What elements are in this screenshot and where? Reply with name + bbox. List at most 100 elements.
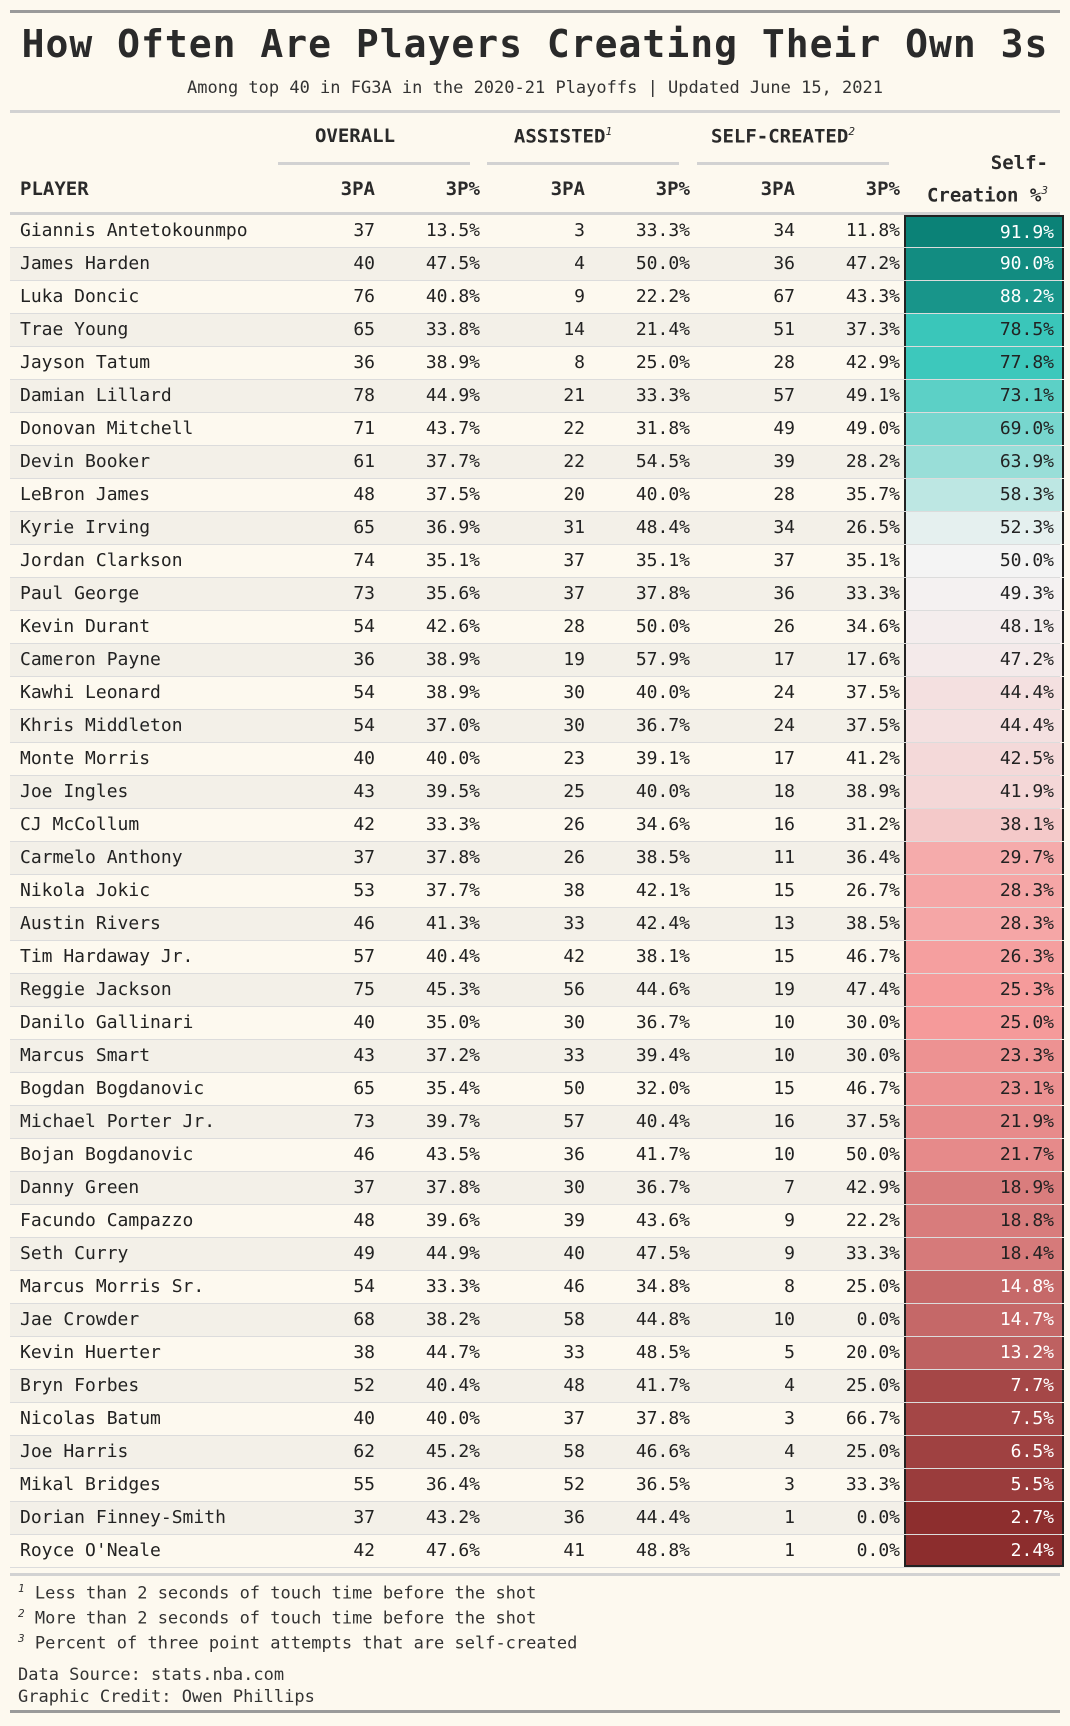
overall-3pa-cell: 42 [353, 1540, 375, 1561]
table-row: Bogdan Bogdanovic 65 35.4% 50 32.0% 15 46.7% 23… [10, 1073, 1064, 1106]
overall-3pct-cell: 40.0% [425, 748, 480, 769]
self-creation-pct-cell: 21.7% [904, 1139, 1064, 1171]
self-created-3pa-cell: 5 [784, 1342, 795, 1363]
overall-3pa-cell: 65 [353, 517, 375, 538]
overall-3pct-cell: 40.0% [425, 1408, 480, 1429]
self-created-3pct-cell: 33.3% [845, 583, 900, 604]
self-created-3pct-cell: 37.3% [845, 319, 900, 340]
assisted-3pa-cell: 19 [563, 649, 585, 670]
assisted-3pct-cell: 40.4% [635, 1111, 690, 1132]
overall-3pct-cell: 38.9% [425, 682, 480, 703]
assisted-3pa-cell: 56 [563, 979, 585, 1000]
assisted-3pa-cell: 26 [563, 847, 585, 868]
overall-3pct-cell: 39.5% [425, 781, 480, 802]
self-created-3pct-cell: 0.0% [856, 1309, 900, 1330]
overall-3pct-cell: 37.5% [425, 484, 480, 505]
self-creation-footnote-mark: 3 [1041, 184, 1048, 197]
self-creation-pct-cell: 42.5% [904, 743, 1064, 775]
assisted-3pa-cell: 20 [563, 484, 585, 505]
assisted-3pa-cell: 22 [563, 451, 585, 472]
assisted-3pct-cell: 50.0% [635, 253, 690, 274]
player-name-cell: Royce O'Neale [20, 1540, 161, 1561]
overall-3pct-cell: 35.4% [425, 1078, 480, 1099]
footnote-2: 2 More than 2 seconds of touch time befo… [18, 1607, 536, 1629]
player-name-cell: Carmelo Anthony [20, 847, 183, 868]
self-created-3pa-cell: 28 [773, 484, 795, 505]
footnote-1-text: Less than 2 seconds of touch time before… [34, 1583, 537, 1604]
assisted-3pct-cell: 37.8% [635, 1408, 690, 1429]
table-row: Bryn Forbes 52 40.4% 48 41.7% 4 25.0% 7.7% [10, 1370, 1064, 1403]
player-name-cell: Monte Morris [20, 748, 151, 769]
table-row: Nicolas Batum 40 40.0% 37 37.8% 3 66.7% 7.5% [10, 1403, 1064, 1436]
self-creation-pct-cell: 18.8% [904, 1205, 1064, 1237]
self-creation-pct-cell: 18.9% [904, 1172, 1064, 1204]
assisted-3pct-cell: 31.8% [635, 418, 690, 439]
group-rule-self-created [697, 162, 889, 165]
self-creation-pct-cell: 14.8% [904, 1271, 1064, 1303]
self-creation-pct-cell: 49.3% [904, 578, 1064, 610]
table-row: Mikal Bridges 55 36.4% 52 36.5% 3 33.3% 5.5% [10, 1469, 1064, 1502]
self-created-3pa-cell: 37 [773, 550, 795, 571]
self-created-3pa-cell: 4 [784, 1441, 795, 1462]
assisted-3pct-cell: 42.4% [635, 913, 690, 934]
self-created-3pct-cell: 25.0% [845, 1375, 900, 1396]
self-created-3pct-cell: 0.0% [856, 1540, 900, 1561]
assisted-3pa-cell: 48 [563, 1375, 585, 1396]
player-name-cell: Austin Rivers [20, 913, 161, 934]
self-creation-pct-cell: 29.7% [904, 842, 1064, 874]
overall-3pa-cell: 71 [353, 418, 375, 439]
assisted-3pa-cell: 33 [563, 1342, 585, 1363]
overall-3pct-cell: 41.3% [425, 913, 480, 934]
assisted-3pct-cell: 39.1% [635, 748, 690, 769]
overall-3pct-cell: 47.6% [425, 1540, 480, 1561]
self-created-3pct-cell: 38.5% [845, 913, 900, 934]
table-row: Marcus Smart 43 37.2% 33 39.4% 10 30.0% 23.3% [10, 1040, 1064, 1073]
col-header-assisted-3pct: 3P% [655, 178, 690, 200]
player-name-cell: Marcus Morris Sr. [20, 1276, 205, 1297]
assisted-3pa-cell: 9 [574, 286, 585, 307]
self-created-3pa-cell: 15 [773, 946, 795, 967]
assisted-3pa-cell: 14 [563, 319, 585, 340]
assisted-3pct-cell: 47.5% [635, 1243, 690, 1264]
table-row: Trae Young 65 33.8% 14 21.4% 51 37.3% 78.5% [10, 314, 1064, 347]
assisted-3pa-cell: 46 [563, 1276, 585, 1297]
player-name-cell: Donovan Mitchell [20, 418, 194, 439]
player-name-cell: Mikal Bridges [20, 1474, 161, 1495]
player-name-cell: Kevin Huerter [20, 1342, 161, 1363]
table-row: Khris Middleton 54 37.0% 30 36.7% 24 37.5% 44.4… [10, 710, 1064, 743]
table-row: Kevin Huerter 38 44.7% 33 48.5% 5 20.0% 13.2% [10, 1337, 1064, 1370]
self-created-3pa-cell: 13 [773, 913, 795, 934]
assisted-3pct-cell: 46.6% [635, 1441, 690, 1462]
overall-3pct-cell: 43.2% [425, 1507, 480, 1528]
self-created-3pa-cell: 16 [773, 814, 795, 835]
self-created-3pa-cell: 28 [773, 352, 795, 373]
table-row: Seth Curry 49 44.9% 40 47.5% 9 33.3% 18.4% [10, 1238, 1064, 1271]
self-creation-pct-cell: 25.3% [904, 974, 1064, 1006]
graphic-credit: Graphic Credit: Owen Phillips [18, 1687, 315, 1707]
overall-3pa-cell: 54 [353, 682, 375, 703]
assisted-3pct-cell: 57.9% [635, 649, 690, 670]
self-created-3pct-cell: 42.9% [845, 1177, 900, 1198]
overall-3pct-cell: 43.5% [425, 1144, 480, 1165]
assisted-3pct-cell: 37.8% [635, 583, 690, 604]
assisted-3pct-cell: 42.1% [635, 880, 690, 901]
overall-3pa-cell: 40 [353, 1408, 375, 1429]
group-label-assisted-text: ASSISTED [513, 125, 606, 148]
overall-3pct-cell: 37.8% [425, 1177, 480, 1198]
overall-3pa-cell: 78 [353, 385, 375, 406]
self-created-3pct-cell: 50.0% [845, 1144, 900, 1165]
col-header-self-creation: Self- Creation %3 [900, 150, 1048, 209]
self-created-3pa-cell: 17 [773, 748, 795, 769]
self-created-3pa-cell: 3 [784, 1408, 795, 1429]
assisted-3pa-cell: 26 [563, 814, 585, 835]
overall-3pct-cell: 38.2% [425, 1309, 480, 1330]
table-row: Cameron Payne 36 38.9% 19 57.9% 17 17.6% 47.2% [10, 644, 1064, 677]
assisted-3pct-cell: 36.7% [635, 1177, 690, 1198]
self-creation-pct-cell: 58.3% [904, 479, 1064, 511]
overall-3pa-cell: 57 [353, 946, 375, 967]
overall-3pct-cell: 33.3% [425, 1276, 480, 1297]
player-name-cell: Tim Hardaway Jr. [20, 946, 194, 967]
assisted-3pct-cell: 40.0% [635, 781, 690, 802]
overall-3pa-cell: 43 [353, 1045, 375, 1066]
assisted-3pa-cell: 52 [563, 1474, 585, 1495]
